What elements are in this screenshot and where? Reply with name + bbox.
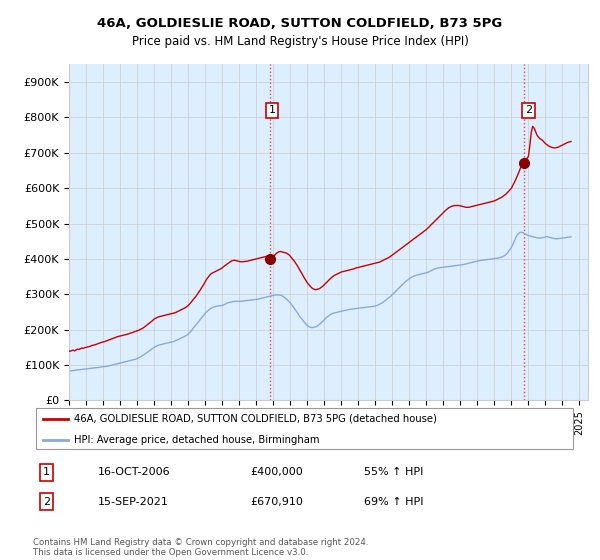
Text: 46A, GOLDIESLIE ROAD, SUTTON COLDFIELD, B73 5PG (detached house): 46A, GOLDIESLIE ROAD, SUTTON COLDFIELD, … bbox=[74, 413, 437, 423]
Text: HPI: Average price, detached house, Birmingham: HPI: Average price, detached house, Birm… bbox=[74, 435, 319, 445]
Text: 1: 1 bbox=[269, 105, 275, 115]
Text: £670,910: £670,910 bbox=[250, 497, 303, 507]
Text: 2: 2 bbox=[525, 105, 532, 115]
Text: 16-OCT-2006: 16-OCT-2006 bbox=[98, 468, 171, 478]
FancyBboxPatch shape bbox=[36, 408, 573, 449]
Text: 2: 2 bbox=[43, 497, 50, 507]
Text: Contains HM Land Registry data © Crown copyright and database right 2024.
This d: Contains HM Land Registry data © Crown c… bbox=[33, 538, 368, 557]
Text: 55% ↑ HPI: 55% ↑ HPI bbox=[364, 468, 424, 478]
Text: 1: 1 bbox=[43, 468, 50, 478]
Text: 15-SEP-2021: 15-SEP-2021 bbox=[98, 497, 169, 507]
Text: 69% ↑ HPI: 69% ↑ HPI bbox=[364, 497, 424, 507]
Text: Price paid vs. HM Land Registry's House Price Index (HPI): Price paid vs. HM Land Registry's House … bbox=[131, 35, 469, 48]
Text: £400,000: £400,000 bbox=[250, 468, 303, 478]
Text: 46A, GOLDIESLIE ROAD, SUTTON COLDFIELD, B73 5PG: 46A, GOLDIESLIE ROAD, SUTTON COLDFIELD, … bbox=[97, 17, 503, 30]
